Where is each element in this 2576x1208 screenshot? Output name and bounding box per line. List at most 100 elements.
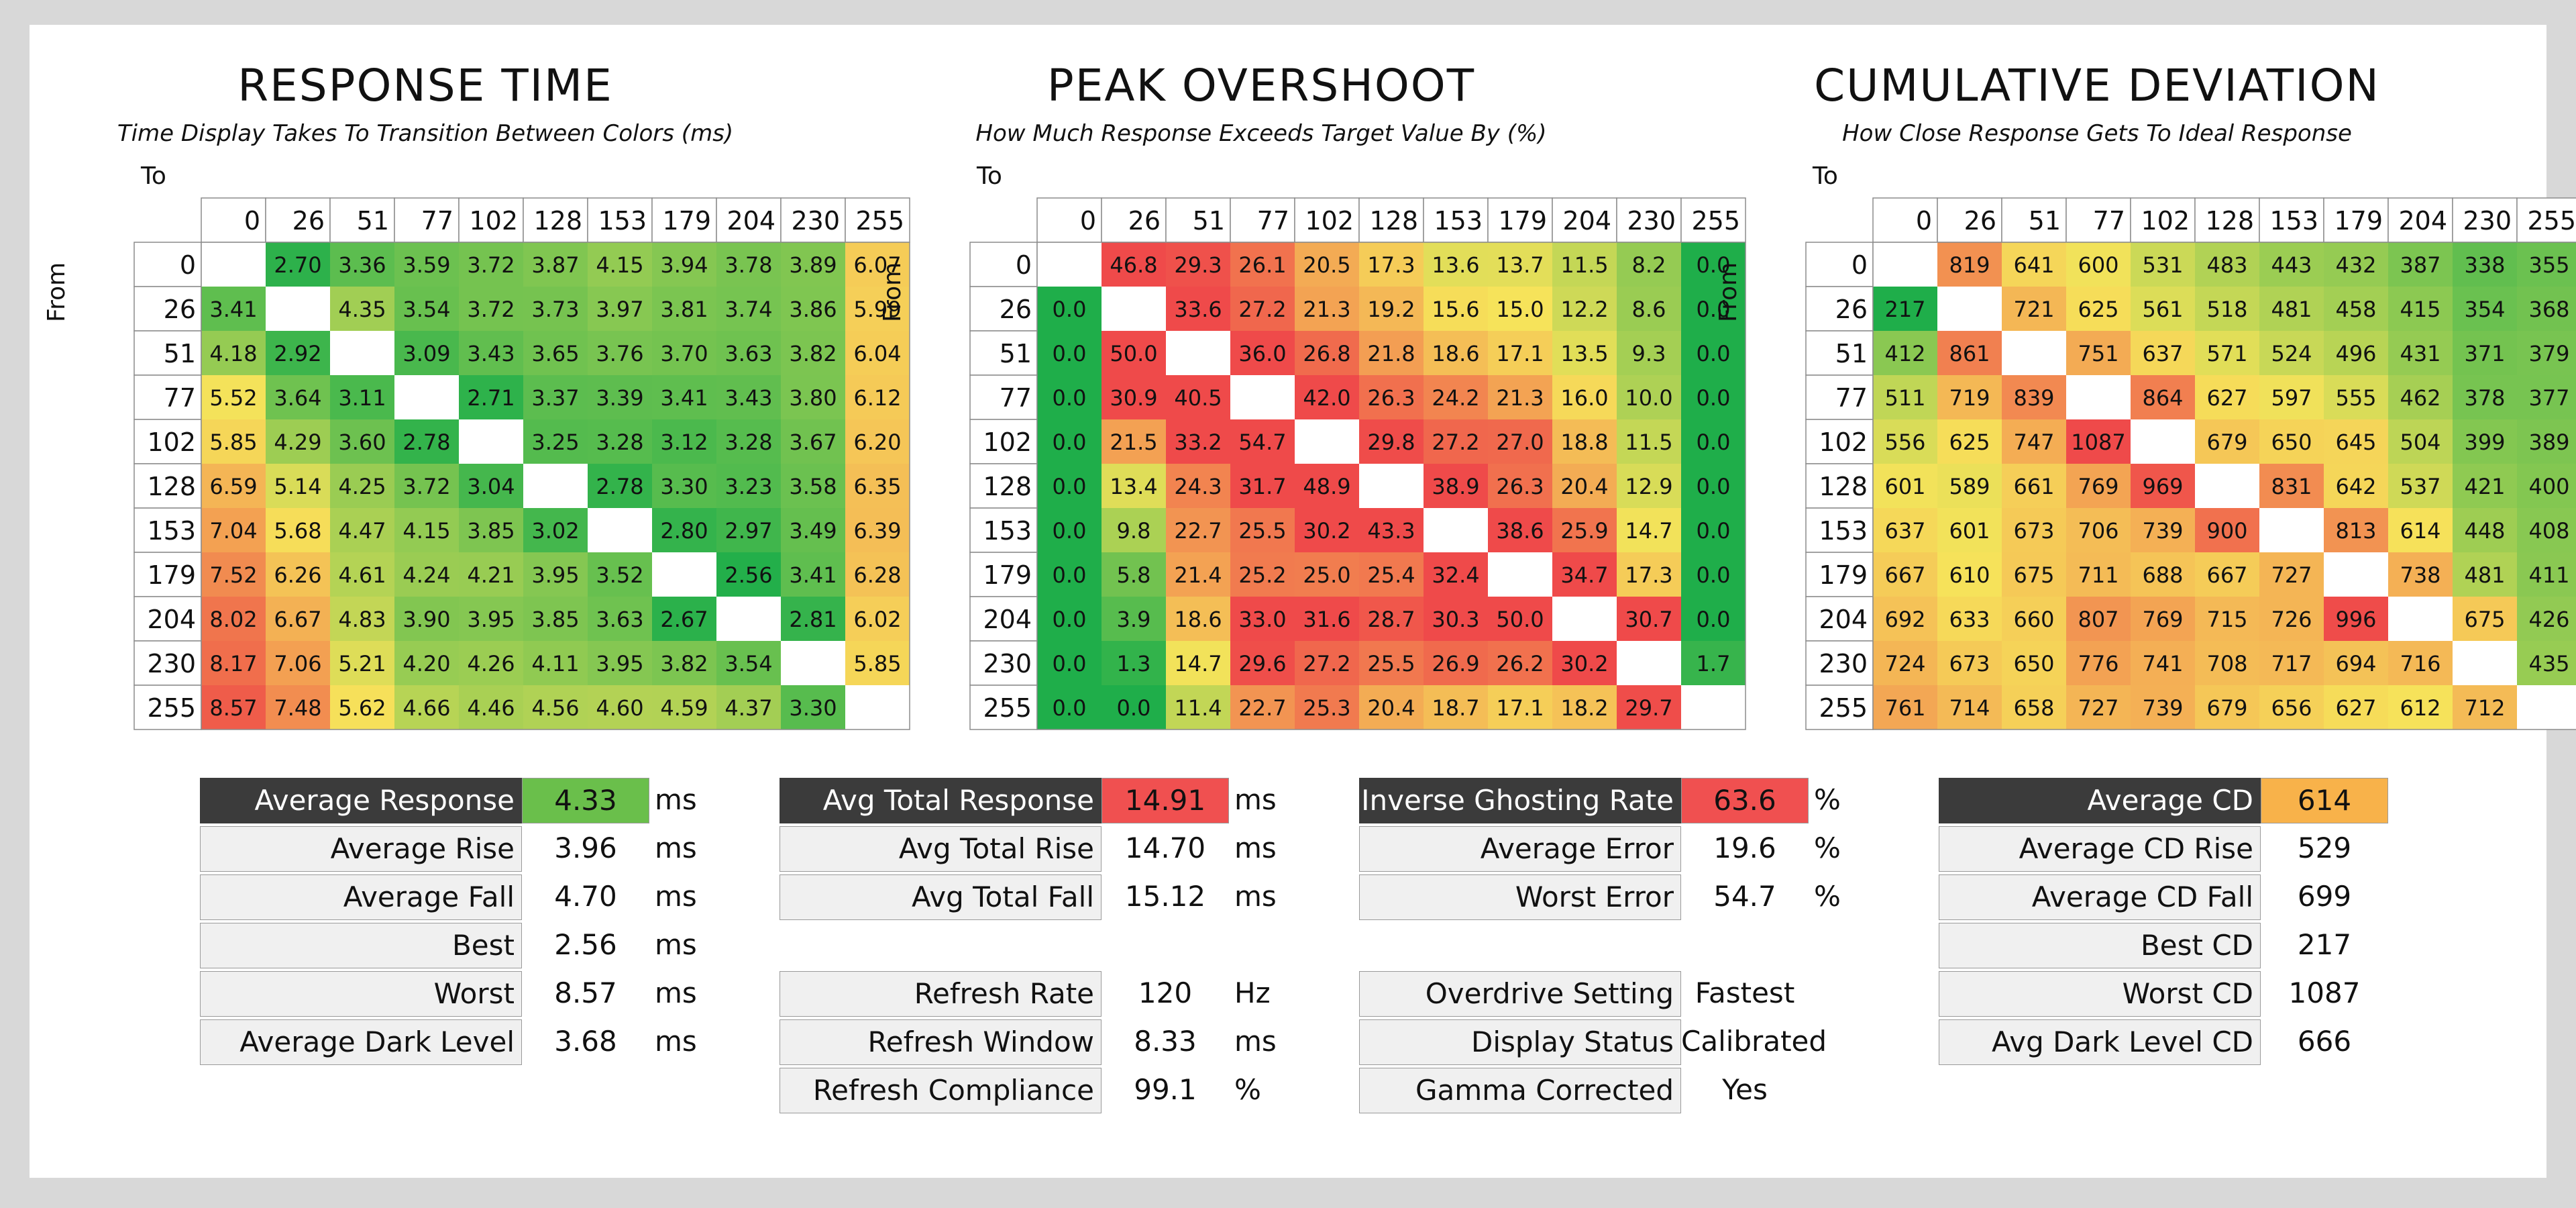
heatmap-cell [2002,464,2066,508]
heatmap-cell [201,419,266,464]
col-header-label: 153 [598,206,647,236]
stat-label: Avg Dark Level CD [1939,1019,2261,1065]
heatmap-cell [716,287,781,331]
col-header-cell [2387,197,2453,243]
heatmap-value-label: 5.68 [274,518,321,544]
heatmap-cell [1552,464,1617,508]
heatmap-value-label: 399 [2464,430,2505,455]
heatmap-value-label: 3.81 [660,297,708,322]
heatmap-cell [1552,552,1617,597]
heatmap-cell [2388,552,2453,597]
heatmap-value-label: 3.30 [660,474,708,499]
heatmap-value-label: 17.1 [1496,695,1544,721]
heatmap-cell [2066,685,2131,729]
heatmap-cell [2324,508,2388,552]
heatmap-cell [2517,597,2576,641]
heatmap-cell [2066,597,2131,641]
heatmap-value-label: 589 [1949,474,1990,499]
heatmap-value-label: 555 [2335,385,2376,411]
row-header-label: 230 [983,649,1032,678]
heatmap-cell [2324,552,2388,597]
heatmap-cell [2453,287,2517,331]
stat-row: Overdrive Setting Fastest [1359,971,1896,1018]
heatmap-cell [652,685,716,729]
heatmap-cell [1102,552,1166,597]
stat-label: Best CD [1939,923,2261,968]
heatmap-cell [1552,508,1617,552]
stat-value: 8.57 [554,976,617,1009]
heatmap-cell [2517,287,2576,331]
heatmap-value-label: 0.0 [1053,695,1087,721]
heatmap-value-label: 633 [1949,607,1990,632]
heatmap-value-label: 25.4 [1367,562,1415,588]
row-header-cell [1805,685,1874,730]
heatmap-cell [2066,464,2131,508]
heatmap-cell [266,464,330,508]
row-header-label: 0 [180,250,196,280]
heatmap-cell [523,331,588,375]
heatmap-value-label: 656 [2271,695,2312,721]
stat-value: 4.70 [554,880,617,913]
stat-row: Refresh Rate 120 Hz [780,971,1316,1018]
heatmap-cell [2066,641,2131,685]
heatmap-cell [1488,375,1552,419]
heatmap-value-label: 20.5 [1303,252,1350,278]
heatmap-cell [652,375,716,419]
heatmap-value-label: 30.2 [1303,518,1350,544]
heatmap-value-label: 706 [2078,518,2118,544]
heatmap-cell [459,331,523,375]
heatmap-cell [2324,419,2388,464]
heatmap-cell [1230,685,1295,729]
stat-value: 1087 [2288,976,2361,1009]
heatmap-cell [1037,508,1102,552]
heatmap-value-label: 50.0 [1496,607,1544,632]
heatmap-value-label: 4.20 [402,651,450,676]
heatmap-value-label: 3.85 [467,518,515,544]
row-header-cell [1805,552,1874,597]
heatmap-cell [716,685,781,729]
heatmap-value-label: 6.67 [274,607,321,632]
heatmap-value-label: 18.6 [1174,607,1222,632]
heatmap-value-label: 751 [2078,341,2118,366]
heatmap-cell [2195,464,2259,508]
heatmap-cell [716,508,781,552]
col-header-label: 128 [2205,206,2254,236]
heatmap-value-label: 600 [2078,252,2118,278]
heatmap-cell [1102,331,1166,375]
heatmap-cell [1488,552,1552,597]
row-header-cell [1805,640,1874,686]
row-header-cell [969,463,1038,509]
heatmap-cell [1617,597,1681,641]
row-header-cell [133,507,202,553]
heatmap-value-label: 481 [2464,562,2505,588]
heatmap-cell [459,641,523,685]
heatmap-value-label: 727 [2271,562,2312,588]
heatmap-cell [201,331,266,375]
heatmap-cell [1359,419,1424,464]
stat-row: Average Response 4.33 ms [200,778,737,825]
heatmap-value-label: 0.0 [1697,341,1731,366]
heatmap-value-label: 46.8 [1110,252,1157,278]
col-header-label: 77 [2093,206,2125,236]
heatmap-cell [2259,375,2324,419]
stat-label: Average Error [1359,826,1681,872]
heatmap-value-label: 4.56 [531,695,579,721]
heatmap-value-label: 338 [2464,252,2505,278]
stat-value: 8.33 [1134,1025,1197,1058]
heatmap-value-label: 33.0 [1238,607,1286,632]
heatmap-cell [1873,375,1937,419]
stat-unit: ms [1234,832,1277,864]
heatmap-value-label: 24.2 [1432,385,1479,411]
heatmap-cell [1681,287,1746,331]
heatmap-cell [2002,685,2066,729]
heatmap-cell [2131,375,2195,419]
heatmap-value-label: 0.0 [1697,385,1731,411]
heatmap-value-label: 26.1 [1238,252,1286,278]
heatmap-value-label: 667 [2206,562,2247,588]
col-header-cell [780,197,846,243]
heatmap-cell [716,464,781,508]
heatmap-cell [1424,597,1488,641]
stat-row: Average CD Fall 699 [1939,874,2475,921]
heatmap-cell [1295,331,1359,375]
cumulative-deviation-heatmap: 0 26 51 77 102 128 153 179 204 230 255 0 26 51 77 102 12… [1805,197,2576,730]
